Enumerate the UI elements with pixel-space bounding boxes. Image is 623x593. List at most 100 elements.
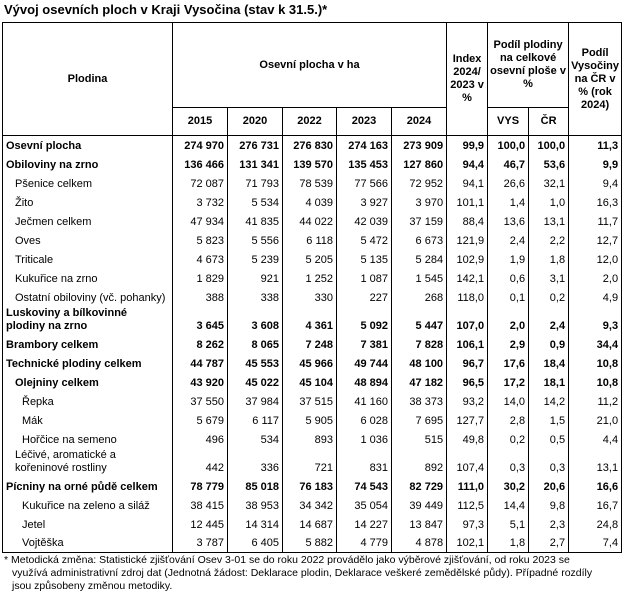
cell-value: 7 695 — [390, 410, 448, 430]
cell-value: 1 829 — [172, 268, 228, 288]
cell-value: 4,4 — [568, 429, 623, 449]
cell-value: 0,3 — [487, 448, 530, 477]
page-title: Vývoj osevních ploch v Kraji Vysočina (s… — [4, 2, 328, 17]
cell-value: 100,0 — [528, 135, 570, 155]
crop-name: Olejniny celkem — [2, 372, 173, 392]
cell-value: 30,2 — [487, 476, 530, 496]
cell-value: 2,2 — [528, 230, 570, 250]
cell-value: 102,1 — [446, 533, 489, 553]
table-row: Pícniny na orné půdě celkem 78 779 85 018 7… — [2, 476, 623, 496]
cell-value: 41 160 — [336, 391, 392, 411]
cell-value: 72 087 — [172, 173, 228, 193]
cell-value: 10,8 — [568, 372, 623, 392]
cell-value: 45 022 — [227, 372, 283, 392]
cell-value: 442 — [172, 448, 228, 477]
cell-value: 37 159 — [390, 211, 448, 231]
cell-value: 0,9 — [528, 334, 570, 354]
cell-value: 94,1 — [446, 173, 489, 193]
header-podil-plodiny: Podíl plodiny na celkové osevní ploše v … — [487, 22, 570, 108]
cell-value: 5 447 — [390, 306, 448, 335]
cell-value: 0,2 — [487, 429, 530, 449]
table-row: Pšenice celkem 72 087 71 793 78 539 77 566 72… — [2, 173, 623, 193]
table-row: Triticale 4 673 5 239 5 205 5 135 5 284 102,9 1… — [2, 249, 623, 269]
cell-value: 3 645 — [172, 306, 228, 335]
cell-value: 4 878 — [390, 533, 448, 553]
cell-value: 32,1 — [528, 173, 570, 193]
footnote-line: využívá administrativní zdroj dat (Jedno… — [12, 567, 593, 579]
cell-value: 136 466 — [172, 154, 228, 174]
cell-value: 18,1 — [528, 372, 570, 392]
crop-name: Brambory celkem — [2, 334, 173, 354]
cell-value: 12 445 — [172, 514, 228, 534]
table-row: Oves 5 823 5 556 6 118 5 472 6 673 121,9 2,4 2,2… — [2, 230, 623, 250]
cell-value: 496 — [172, 429, 228, 449]
cell-value: 9,3 — [568, 306, 623, 335]
table-row: Vojtěška 3 787 6 405 5 882 4 779 4 878 102,1 1,… — [2, 533, 623, 553]
cell-value: 93,2 — [446, 391, 489, 411]
cell-value: 0,3 — [528, 448, 570, 477]
cell-value: 77 566 — [336, 173, 392, 193]
cell-value: 10,8 — [568, 353, 623, 373]
table-row: Mák 5 679 6 117 5 905 6 028 7 695 127,7 2,8 1,5 2… — [2, 410, 623, 430]
cell-value: 37 984 — [227, 391, 283, 411]
cell-value: 107,4 — [446, 448, 489, 477]
cell-value: 101,1 — [446, 192, 489, 212]
header-year: 2022 — [282, 107, 337, 136]
crop-name: Kukuřice na zrno — [2, 268, 173, 288]
cell-value: 13,6 — [487, 211, 530, 231]
cell-value: 16,6 — [568, 476, 623, 496]
cell-value: 102,9 — [446, 249, 489, 269]
cell-value: 96,5 — [446, 372, 489, 392]
header-vys: VYS — [487, 107, 530, 136]
cell-value: 273 909 — [390, 135, 448, 155]
cell-value: 14,2 — [528, 391, 570, 411]
cell-value: 8 262 — [172, 334, 228, 354]
cell-value: 2,0 — [568, 268, 623, 288]
cell-value: 49,8 — [446, 429, 489, 449]
cell-value: 38 373 — [390, 391, 448, 411]
cell-value: 274 970 — [172, 135, 228, 155]
crop-name: Hořčice na semeno — [2, 429, 173, 449]
table-row: Léčivé, aromatické a kořeninové rostliny… — [2, 448, 623, 477]
crop-name: Technické plodiny celkem — [2, 353, 173, 373]
cell-value: 2,3 — [528, 514, 570, 534]
cell-value: 336 — [227, 448, 283, 477]
cell-value: 7 248 — [282, 334, 337, 354]
cell-value: 1,4 — [487, 192, 530, 212]
cell-value: 534 — [227, 429, 283, 449]
cell-value: 721 — [282, 448, 337, 477]
table-row: Řepka 37 550 37 984 37 515 41 160 38 373 93,2 1… — [2, 391, 623, 411]
cell-value: 45 966 — [282, 353, 337, 373]
cell-value: 4 779 — [336, 533, 392, 553]
cell-value: 76 183 — [282, 476, 337, 496]
cell-value: 5 534 — [227, 192, 283, 212]
cell-value: 13,1 — [568, 448, 623, 477]
cell-value: 131 341 — [227, 154, 283, 174]
cell-value: 2,4 — [528, 306, 570, 335]
cell-value: 18,4 — [528, 353, 570, 373]
cell-value: 13 847 — [390, 514, 448, 534]
cell-value: 5,1 — [487, 514, 530, 534]
crop-name: Kukuřice na zeleno a siláž — [2, 495, 173, 515]
cell-value: 1,8 — [487, 533, 530, 553]
cell-value: 5 135 — [336, 249, 392, 269]
cell-value: 6 118 — [282, 230, 337, 250]
cell-value: 2,0 — [487, 306, 530, 335]
crop-name: Pšenice celkem — [2, 173, 173, 193]
cell-value: 17,2 — [487, 372, 530, 392]
cell-value: 2,8 — [487, 410, 530, 430]
cell-value: 1 252 — [282, 268, 337, 288]
cell-value: 4 361 — [282, 306, 337, 335]
cell-value: 47 182 — [390, 372, 448, 392]
cell-value: 268 — [390, 287, 448, 307]
cell-value: 97,3 — [446, 514, 489, 534]
cell-value: 14 314 — [227, 514, 283, 534]
cell-value: 42 039 — [336, 211, 392, 231]
cell-value: 5 905 — [282, 410, 337, 430]
cell-value: 48 100 — [390, 353, 448, 373]
cell-value: 74 543 — [336, 476, 392, 496]
cell-value: 11,3 — [568, 135, 623, 155]
cell-value: 34 342 — [282, 495, 337, 515]
crop-name: Pícniny na orné půdě celkem — [2, 476, 173, 496]
cell-value: 6 673 — [390, 230, 448, 250]
